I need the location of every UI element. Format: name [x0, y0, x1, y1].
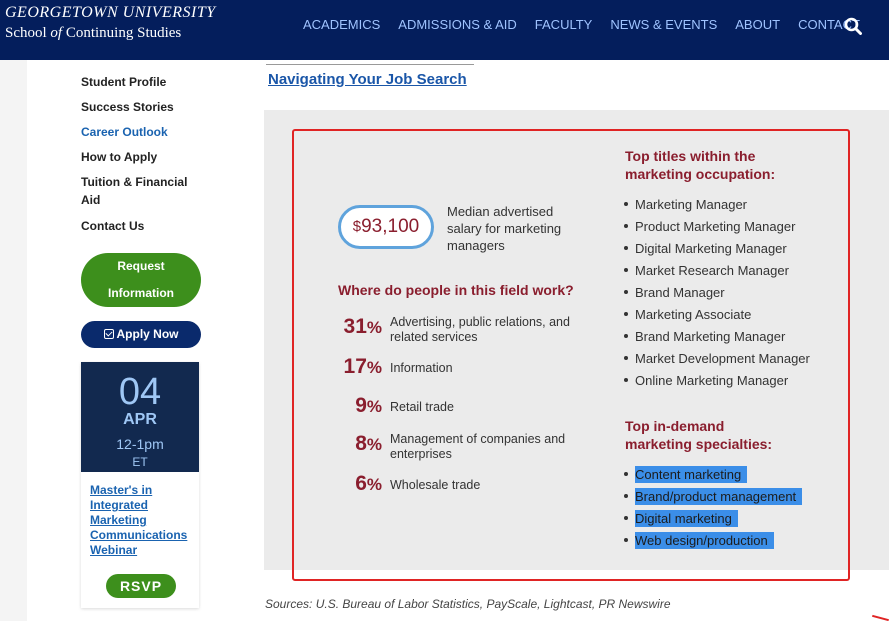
stat-percent: 8%: [355, 432, 382, 455]
list-item: Digital Marketing Manager: [624, 241, 787, 257]
nav-news-events[interactable]: NEWS & EVENTS: [610, 17, 718, 32]
stat-label: Advertising, public relations, and relat…: [390, 315, 570, 344]
sidebar-item-contact-us[interactable]: Contact Us: [81, 219, 145, 233]
list-item: Online Marketing Manager: [624, 373, 788, 389]
salary-value: 93,100: [361, 216, 420, 237]
list-item: Marketing Associate: [624, 307, 751, 323]
stat-percent: 6%: [355, 472, 382, 495]
nav-academics[interactable]: ACADEMICS: [303, 17, 381, 32]
stat-label: Retail trade: [390, 400, 454, 414]
event-month: APR: [123, 411, 157, 428]
top-titles-heading: Top titles within the marketing occupati…: [625, 148, 776, 182]
sidebar-item-career-outlook[interactable]: Career Outlook: [81, 125, 168, 139]
rsvp-button[interactable]: RSVP: [106, 574, 176, 598]
checkbox-icon: [103, 329, 114, 339]
salary-badge: $93,100: [338, 205, 434, 249]
event-card: 04 APR 12-1pm ET Master's in Integrated …: [81, 362, 199, 608]
logo-university-name: GEORGETOWN UNIVERSITY: [5, 4, 216, 21]
sources-note: Sources: U.S. Bureau of Labor Statistics…: [265, 597, 671, 611]
list-item: Market Development Manager: [624, 351, 810, 367]
list-item: Digital marketing: [624, 510, 738, 527]
annotation-mark: [872, 614, 889, 621]
sidebar-item-student-profile[interactable]: Student Profile: [81, 75, 167, 89]
left-margin-strip: [0, 60, 27, 621]
nav-faculty[interactable]: FACULTY: [534, 17, 593, 32]
list-item: Marketing Manager: [624, 197, 747, 213]
top-specialties-heading: Top in-demand marketing specialties:: [625, 418, 773, 452]
event-date-block: 04 APR 12-1pm ET: [81, 362, 199, 472]
list-item: Brand/product management: [624, 488, 803, 505]
sidebar-item-success-stories[interactable]: Success Stories: [81, 100, 174, 114]
search-icon[interactable]: [844, 17, 862, 35]
list-item: Brand Manager: [624, 285, 725, 301]
stat-label: Management of companies and enterprises: [390, 432, 566, 461]
stat-label: Wholesale trade: [390, 478, 481, 492]
annotation-highlight-box: [292, 129, 850, 581]
request-label-line1: Request: [117, 259, 165, 273]
stat-percent: 31%: [343, 315, 382, 338]
list-item: Web design/production: [624, 532, 774, 549]
sidebar-item-how-to-apply[interactable]: How to Apply: [81, 150, 158, 164]
event-timezone: ET: [132, 455, 148, 469]
stat-percent: 17%: [343, 355, 382, 378]
sidebar-item-tuition-aid[interactable]: Tuition & Financial Aid: [81, 175, 188, 207]
stat-label: Information: [390, 361, 453, 375]
salary-currency: $: [352, 218, 362, 235]
university-logo[interactable]: GEORGETOWN UNIVERSITY School of Continui…: [5, 3, 216, 43]
event-title-link[interactable]: Master's in Integrated Marketing Communi…: [90, 483, 188, 557]
apply-now-button[interactable]: Apply Now: [81, 321, 201, 348]
where-work-heading: Where do people in this field work?: [338, 282, 574, 298]
request-information-button[interactable]: Request Information: [81, 253, 201, 307]
stat-percent: 9%: [355, 394, 382, 417]
request-label-line2: Information: [108, 286, 174, 300]
event-time: 12-1pm: [116, 436, 164, 452]
main-nav: ACADEMICS ADMISSIONS & AID FACULTY NEWS …: [303, 17, 878, 33]
event-day: 04: [118, 371, 162, 413]
nav-contact[interactable]: CONTACT: [798, 17, 860, 32]
logo-school-name: School of Continuing Studies: [5, 25, 182, 41]
list-item: Content marketing: [624, 466, 748, 483]
site-header: GEORGETOWN UNIVERSITY School of Continui…: [0, 0, 889, 60]
nav-about[interactable]: ABOUT: [735, 17, 781, 32]
salary-description: Median advertised salary for marketing m…: [447, 204, 562, 253]
list-item: Product Marketing Manager: [624, 219, 795, 235]
nav-admissions-aid[interactable]: ADMISSIONS & AID: [398, 17, 517, 32]
apply-now-label: Apply Now: [116, 327, 179, 341]
job-search-link[interactable]: Navigating Your Job Search: [268, 71, 467, 88]
list-item: Market Research Manager: [624, 263, 789, 279]
list-item: Brand Marketing Manager: [624, 329, 785, 345]
divider: [266, 64, 474, 65]
